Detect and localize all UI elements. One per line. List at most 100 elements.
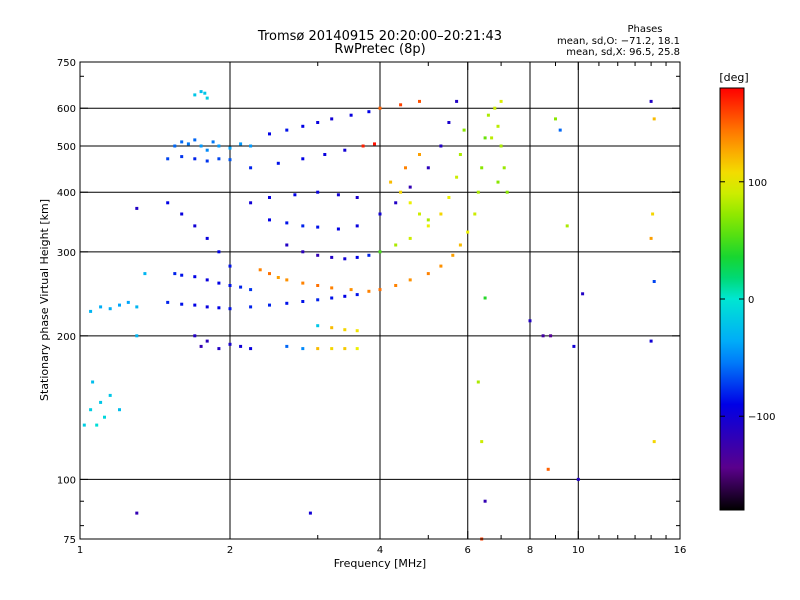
data-point [389, 180, 393, 184]
data-point [394, 243, 398, 247]
colorbar-tick-label: 0 [748, 295, 754, 306]
data-point [193, 93, 197, 97]
data-point [651, 212, 655, 216]
y-tick-label: 300 [57, 248, 76, 259]
data-point [649, 339, 653, 343]
plot-area [80, 62, 680, 539]
data-point [166, 157, 170, 161]
data-point [316, 253, 320, 257]
data-point [99, 305, 103, 309]
data-point [228, 307, 232, 311]
data-point [205, 305, 209, 309]
data-point [217, 157, 221, 161]
data-point [349, 113, 353, 117]
data-point [505, 190, 509, 194]
data-point [349, 288, 353, 292]
data-point [186, 142, 190, 146]
data-point [285, 243, 289, 247]
stats-title: Phases [627, 24, 662, 35]
data-point [301, 250, 305, 254]
data-point [486, 113, 490, 117]
data-point [126, 300, 130, 304]
data-point [541, 334, 545, 338]
data-point [180, 140, 184, 144]
data-point [268, 132, 271, 136]
data-point [355, 196, 359, 199]
data-point [458, 243, 462, 247]
axes: 1 2 4 6 8 10 16 75 100 200 300 400 500 600 750 [57, 58, 686, 556]
data-point [239, 142, 243, 146]
data-point [367, 289, 371, 293]
data-point [276, 161, 280, 165]
data-point [483, 296, 487, 300]
data-point [378, 250, 382, 254]
y-tick-label: 100 [57, 475, 76, 486]
x-axis-label: Frequency [MHz] [334, 557, 426, 570]
data-point [496, 180, 500, 184]
x-tick-label: 6 [465, 545, 471, 556]
data-point [228, 158, 232, 162]
data-point [476, 190, 480, 194]
data-point [466, 230, 470, 234]
data-point [343, 347, 347, 351]
data-point [217, 347, 221, 351]
data-point [285, 301, 289, 305]
data-point [652, 440, 656, 444]
data-point [180, 302, 184, 306]
data-point [91, 380, 95, 384]
y-axis-label: Stationary phase Virtual Height [km] [38, 199, 51, 401]
colorbar: 100 0 −100 [719, 87, 775, 511]
data-point [408, 185, 412, 189]
colorbar-tick-label: 100 [748, 178, 767, 189]
data-point [554, 117, 557, 121]
x-tick-label: 8 [527, 545, 533, 556]
data-point [199, 344, 203, 348]
data-point [330, 117, 334, 121]
data-point [228, 342, 232, 346]
data-point [268, 272, 271, 276]
data-point [378, 106, 382, 110]
data-point [473, 212, 477, 216]
data-point [193, 224, 197, 228]
data-point [652, 117, 656, 121]
data-point [301, 347, 305, 351]
data-point [408, 278, 412, 282]
data-point [249, 144, 253, 148]
data-point [426, 218, 430, 222]
data-point [330, 255, 334, 259]
y-tick-label: 500 [57, 142, 76, 153]
data-point [205, 339, 209, 343]
data-point [228, 264, 232, 268]
data-point [249, 288, 253, 292]
data-point [451, 253, 455, 257]
data-point [355, 293, 359, 297]
stats-line-x: mean, sd,X: 96.5, 25.8 [566, 47, 680, 58]
data-point [316, 284, 320, 287]
data-point [173, 272, 177, 276]
data-point [316, 347, 320, 351]
data-point [447, 196, 451, 199]
data-point [239, 344, 243, 348]
data-point [462, 128, 466, 132]
data-point [99, 400, 103, 404]
data-point [565, 224, 569, 228]
data-point [378, 212, 382, 216]
data-point [205, 148, 209, 152]
data-point [336, 193, 340, 197]
data-point [418, 99, 421, 103]
x-tick-label: 10 [572, 545, 585, 556]
data-point [135, 305, 139, 309]
data-point [205, 236, 209, 240]
data-point [546, 467, 550, 471]
data-point [549, 334, 553, 338]
data-point [203, 91, 207, 95]
data-point [268, 218, 271, 222]
data-point [199, 144, 203, 148]
x-tick-label: 2 [227, 545, 233, 556]
data-point [394, 201, 398, 205]
data-point [249, 347, 253, 351]
data-point [285, 344, 289, 348]
data-point [439, 212, 443, 216]
data-point [499, 99, 503, 103]
data-point [193, 334, 197, 338]
